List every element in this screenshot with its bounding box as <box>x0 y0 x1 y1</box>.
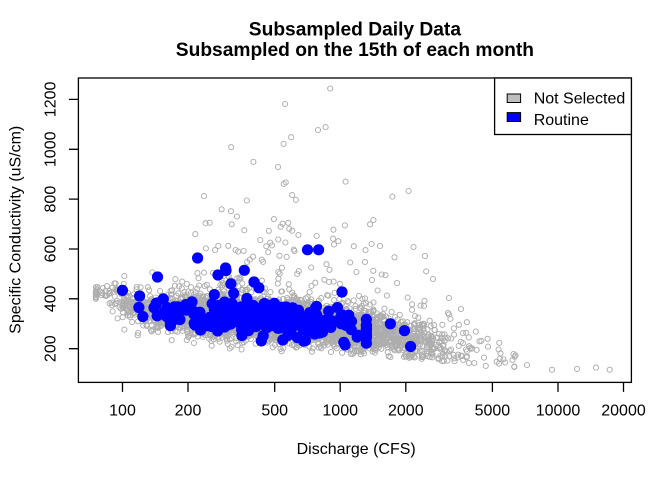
svg-text:400: 400 <box>42 285 59 312</box>
svg-text:Not Selected: Not Selected <box>534 91 626 108</box>
svg-text:5000: 5000 <box>475 403 511 420</box>
svg-text:500: 500 <box>261 403 288 420</box>
svg-text:1200: 1200 <box>42 82 59 118</box>
svg-text:20000: 20000 <box>601 403 646 420</box>
svg-text:800: 800 <box>42 186 59 213</box>
svg-text:1000: 1000 <box>322 403 358 420</box>
svg-text:200: 200 <box>175 403 202 420</box>
svg-text:Discharge (CFS): Discharge (CFS) <box>297 441 416 458</box>
svg-text:Subsampled Daily Data: Subsampled Daily Data <box>249 20 462 41</box>
svg-text:10000: 10000 <box>536 403 581 420</box>
svg-text:600: 600 <box>42 236 59 263</box>
svg-text:Routine: Routine <box>534 112 589 129</box>
svg-text:200: 200 <box>42 335 59 362</box>
svg-text:100: 100 <box>109 403 136 420</box>
svg-text:Subsampled on the 15th of each: Subsampled on the 15th of each month <box>176 40 534 61</box>
svg-text:2000: 2000 <box>388 403 424 420</box>
svg-text:1000: 1000 <box>42 131 59 167</box>
svg-text:Specific Conductivity (uS/cm): Specific Conductivity (uS/cm) <box>7 126 24 334</box>
